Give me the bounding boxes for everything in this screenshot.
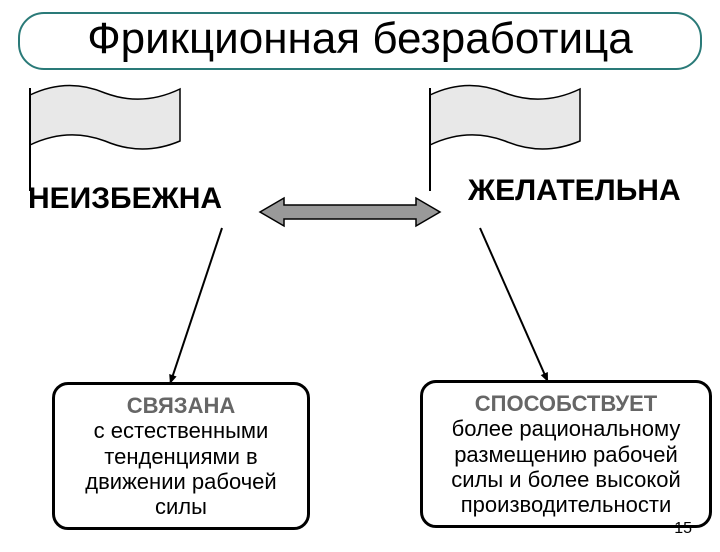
box-contributes-body: более рациональному размещению рабочей с…: [451, 416, 681, 517]
slide-title-container: Фрикционная безработица: [18, 12, 702, 70]
connector-right: [480, 228, 548, 382]
flag-left: [30, 85, 180, 191]
slide-title: Фрикционная безработица: [18, 12, 702, 70]
box-linked: СВЯЗАНА с естественными тенденциями в дв…: [52, 382, 310, 530]
connector-left: [169, 228, 222, 384]
box-linked-body: с естественными тенденциями в движении р…: [85, 418, 276, 519]
double-arrow-icon: [260, 198, 440, 226]
label-desirable: ЖЕЛАТЕЛЬНА: [468, 174, 681, 208]
box-contributes-lead: СПОСОБСТВУЕТ: [475, 391, 657, 416]
box-contributes: СПОСОБСТВУЕТ более рациональному размеще…: [420, 380, 712, 528]
label-inevitable: НЕИЗБЕЖНА: [28, 182, 222, 216]
box-linked-lead: СВЯЗАНА: [127, 393, 236, 418]
page-number: 15: [674, 520, 692, 538]
